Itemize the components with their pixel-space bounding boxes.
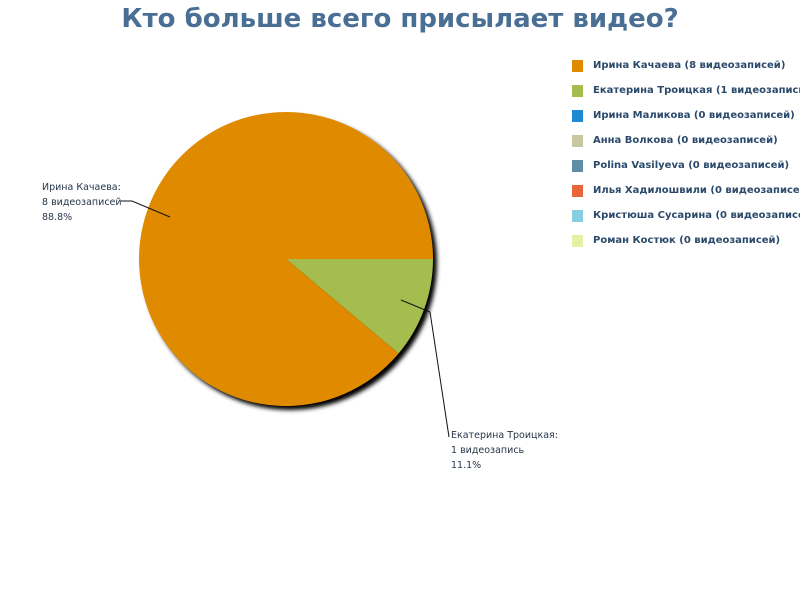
legend-label: Роман Костюк (0 видеозаписей) xyxy=(593,235,781,246)
data-label-percent: 11.1% xyxy=(451,460,482,471)
legend-item[interactable]: Роман Костюк (0 видеозаписей) xyxy=(572,228,798,253)
legend-swatch xyxy=(572,209,583,222)
legend-swatch xyxy=(572,59,583,72)
pie-slice[interactable] xyxy=(286,259,434,354)
data-label-name: Ирина Качаева: xyxy=(42,182,121,193)
leader-line xyxy=(400,299,450,438)
legend-label: Анна Волкова (0 видеозаписей) xyxy=(593,135,778,146)
data-label-percent: 88.8% xyxy=(42,212,73,223)
data-label-irina-kachaeva: Ирина Качаева: 8 видеозаписей 88.8% xyxy=(42,180,122,225)
legend-swatch xyxy=(572,134,583,147)
legend-item[interactable]: Кристюша Сусарина (0 видеозаписей) xyxy=(572,203,800,228)
legend-label: Кристюша Сусарина (0 видеозаписей) xyxy=(593,210,800,221)
legend-item[interactable]: Ирина Маликова (0 видеозаписей) xyxy=(572,103,798,128)
legend-label: Polina Vasilyeva (0 видеозаписей) xyxy=(593,160,790,171)
legend: Ирина Качаева (8 видеозаписей) Екатерина … xyxy=(572,53,800,253)
legend-label: Ирина Качаева (8 видеозаписей) xyxy=(593,60,786,71)
chart-title: Кто больше всего присылает видео? xyxy=(121,4,679,34)
legend-item[interactable]: Екатерина Троицкая (1 видеозапись) xyxy=(572,78,800,103)
legend-label: Екатерина Троицкая (1 видеозапись) xyxy=(593,85,800,96)
legend-swatch xyxy=(572,184,583,197)
data-label-count: 8 видеозаписей xyxy=(42,197,122,208)
pie-slice[interactable] xyxy=(139,112,434,406)
legend-swatch xyxy=(572,234,583,247)
legend-swatch xyxy=(572,159,583,172)
legend-swatch xyxy=(572,109,583,122)
leader-line xyxy=(121,200,171,218)
legend-item[interactable]: Polina Vasilyeva (0 видеозаписей) xyxy=(572,153,798,178)
data-label-name: Екатерина Троицкая: xyxy=(451,430,558,441)
legend-label: Илья Хадилошвили (0 видеозаписей) xyxy=(593,185,800,196)
data-label-ekaterina-troitskaya: Екатерина Троицкая: 1 видеозапись 11.1% xyxy=(451,428,558,473)
legend-label: Ирина Маликова (0 видеозаписей) xyxy=(593,110,795,121)
legend-item[interactable]: Анна Волкова (0 видеозаписей) xyxy=(572,128,798,153)
legend-swatch xyxy=(572,84,583,97)
legend-item[interactable]: Ирина Качаева (8 видеозаписей) xyxy=(572,53,798,78)
legend-item[interactable]: Илья Хадилошвили (0 видеозаписей) xyxy=(572,178,800,203)
data-label-count: 1 видеозапись xyxy=(451,445,525,456)
